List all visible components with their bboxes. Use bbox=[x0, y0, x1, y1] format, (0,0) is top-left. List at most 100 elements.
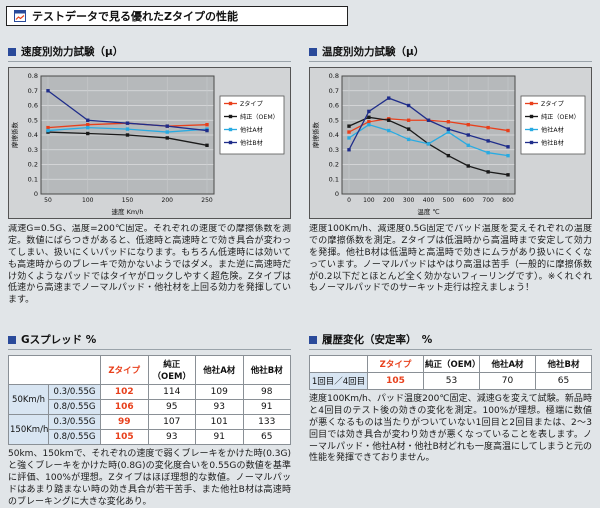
row-label: 0.8/0.55G bbox=[48, 429, 101, 445]
y-tick-label: 0.3 bbox=[329, 146, 339, 154]
table-row: 150Km/h 0.3/0.55G 99 107 101 133 bbox=[8, 414, 291, 445]
x-tick-label: 800 bbox=[502, 197, 514, 204]
y-tick-label: 0 bbox=[34, 190, 38, 198]
data-marker bbox=[205, 122, 209, 127]
data-marker bbox=[367, 122, 371, 127]
data-marker bbox=[347, 136, 351, 140]
y-tick-label: 0.4 bbox=[28, 131, 38, 139]
data-marker bbox=[86, 125, 90, 130]
table-row: 0.8/0.55G 106 95 93 91 bbox=[9, 399, 291, 415]
y-tick-label: 0.7 bbox=[28, 87, 38, 95]
y-tick-label: 0.7 bbox=[329, 87, 339, 95]
value-cell: 70 bbox=[479, 372, 536, 390]
data-marker bbox=[486, 151, 490, 155]
x-tick-label: 500 bbox=[443, 197, 455, 204]
left-column: 速度別効力試験（μ） 0 0.1 0.2 0.3 0.4 0.5 0.6 0.7 0.8 50 10… bbox=[8, 44, 291, 508]
data-marker bbox=[205, 128, 209, 133]
data-marker bbox=[165, 124, 169, 128]
x-tick-label: 100 bbox=[363, 197, 375, 204]
speed-test-chart: 0 0.1 0.2 0.3 0.4 0.5 0.6 0.7 0.8 50 100 150 200 250 摩… bbox=[8, 67, 291, 219]
data-marker bbox=[446, 120, 451, 124]
corner-cell bbox=[8, 355, 101, 385]
column-header: 他社A材 bbox=[195, 355, 244, 385]
y-tick-label: 0.3 bbox=[28, 146, 38, 154]
section-title: 速度別効力試験（μ） bbox=[21, 46, 124, 58]
data-marker bbox=[446, 127, 451, 131]
y-tick-label: 0.2 bbox=[28, 161, 38, 169]
legend bbox=[520, 95, 586, 155]
section-bullet-icon bbox=[8, 47, 16, 56]
data-marker bbox=[426, 118, 431, 122]
section-header-speed-test: 速度別効力試験（μ） bbox=[8, 44, 291, 62]
data-marker bbox=[446, 130, 451, 134]
legend-label: 純正（OEM） bbox=[541, 113, 580, 121]
data-marker bbox=[466, 122, 470, 127]
legend-label: 他社B材 bbox=[240, 139, 263, 147]
legend-label: 他社B材 bbox=[541, 139, 564, 147]
value-cell: 106 bbox=[100, 399, 149, 415]
value-cell: 91 bbox=[195, 429, 244, 445]
data-marker bbox=[46, 125, 50, 130]
row-label: 0.3/0.55G bbox=[48, 414, 101, 430]
x-tick-label: 400 bbox=[423, 197, 435, 204]
table-row: 50Km/h 0.3/0.55G 102 114 109 98 bbox=[8, 384, 291, 415]
data-marker bbox=[466, 133, 470, 137]
value-cell: 91 bbox=[242, 399, 291, 415]
section-bullet-icon bbox=[309, 47, 317, 56]
legend-label: 他社A材 bbox=[541, 126, 564, 134]
column-header: 純正（OEM） bbox=[423, 355, 481, 373]
x-tick-label: 700 bbox=[482, 197, 494, 204]
data-marker bbox=[506, 145, 510, 149]
data-marker bbox=[347, 130, 351, 134]
data-marker bbox=[486, 125, 490, 130]
data-marker bbox=[486, 139, 490, 143]
value-cell: 53 bbox=[423, 372, 480, 390]
y-tick-label: 0.2 bbox=[329, 161, 339, 169]
y-tick-label: 0.5 bbox=[329, 116, 339, 124]
x-axis-title: 温度 ℃ bbox=[417, 207, 439, 216]
y-tick-label: 0.8 bbox=[28, 72, 38, 80]
x-axis-title: 速度 Km/h bbox=[112, 207, 144, 216]
value-cell: 101 bbox=[195, 414, 244, 430]
test-data-icon bbox=[14, 10, 26, 22]
data-marker bbox=[86, 131, 90, 136]
corner-cell bbox=[309, 355, 368, 373]
section-title: 温度別効力試験（μ） bbox=[322, 46, 425, 58]
value-cell: 93 bbox=[147, 429, 196, 445]
data-marker bbox=[387, 96, 391, 100]
column-header: Zタイプ bbox=[367, 355, 424, 373]
row-group-label: 150Km/h bbox=[8, 414, 49, 445]
data-marker bbox=[387, 128, 391, 133]
x-tick-label: 0 bbox=[347, 197, 351, 204]
data-marker bbox=[367, 115, 371, 119]
value-cell: 102 bbox=[100, 384, 149, 400]
y-tick-label: 0.1 bbox=[28, 175, 38, 183]
section-bullet-icon bbox=[8, 335, 16, 344]
data-marker bbox=[406, 137, 411, 142]
data-marker bbox=[125, 127, 130, 131]
column-header: 他社A材 bbox=[479, 355, 536, 373]
data-marker bbox=[347, 124, 351, 128]
data-marker bbox=[406, 118, 411, 122]
y-tick-label: 0.5 bbox=[28, 116, 38, 124]
data-marker bbox=[205, 143, 209, 148]
data-marker bbox=[86, 122, 90, 127]
right-column: 温度別効力試験（μ） 0 0.1 0.2 0.3 0.4 0.5 0.6 0.7 0.8 0 100… bbox=[309, 44, 592, 508]
x-tick-label: 50 bbox=[44, 197, 52, 204]
y-tick-label: 0.8 bbox=[329, 72, 339, 80]
data-marker bbox=[165, 130, 169, 134]
temp-test-caption: 速度100Km/h、減速度0.5G固定でパッド温度を変えそれぞれの温度での摩擦係… bbox=[309, 224, 592, 294]
legend-label: Zタイプ bbox=[541, 100, 565, 108]
gspread-table: Zタイプ 純正（OEM） 他社A材 他社B材 50Km/h 0.3/0.55G 102 114… bbox=[8, 355, 291, 445]
data-marker bbox=[406, 103, 411, 108]
y-tick-label: 0.6 bbox=[28, 102, 38, 110]
x-tick-label: 300 bbox=[403, 197, 415, 204]
data-marker bbox=[86, 118, 90, 122]
y-tick-label: 0.1 bbox=[329, 175, 339, 183]
speed-test-caption: 減速G=0.5G、温度=200℃固定。それぞれの速度での摩擦係数を測定。数値にば… bbox=[8, 224, 291, 306]
table-header-row: Zタイプ 純正（OEM） 他社A材 他社B材 bbox=[309, 355, 592, 373]
data-marker bbox=[125, 133, 130, 137]
data-marker bbox=[426, 142, 431, 146]
table-row: 1回目／4回目 105 53 70 65 bbox=[309, 372, 592, 390]
section-header-gspread: Gスプレッド % bbox=[8, 332, 291, 350]
